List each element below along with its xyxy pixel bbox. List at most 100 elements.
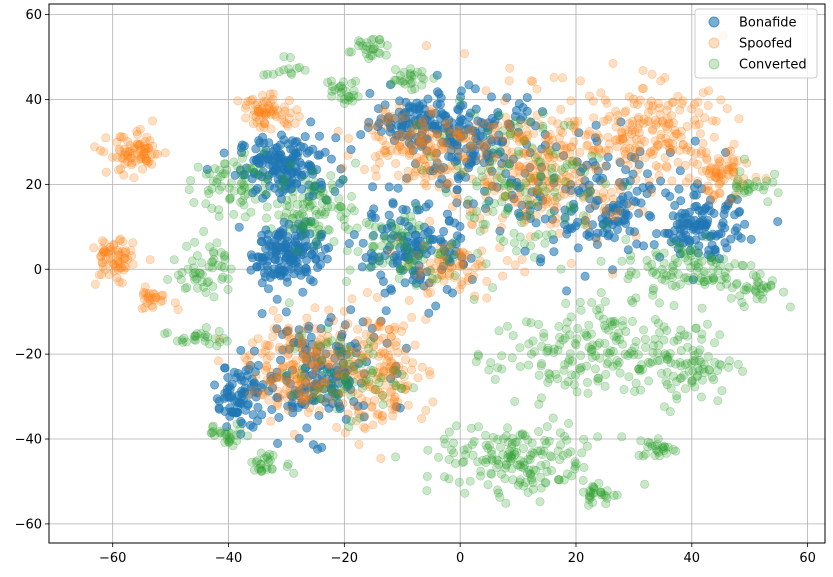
point-spoofed — [359, 164, 369, 174]
point-bonafide — [412, 133, 422, 143]
point-converted — [627, 316, 637, 326]
point-converted — [425, 152, 435, 162]
point-converted — [482, 186, 492, 196]
point-converted — [453, 161, 463, 171]
point-converted — [478, 455, 488, 465]
point-converted — [591, 351, 601, 361]
point-spoofed — [686, 146, 696, 156]
point-spoofed — [140, 137, 150, 147]
point-converted — [422, 471, 432, 481]
point-bonafide — [726, 234, 736, 244]
point-converted — [308, 166, 318, 176]
point-spoofed — [133, 148, 143, 158]
point-spoofed — [631, 231, 641, 241]
point-spoofed — [120, 261, 130, 271]
point-spoofed — [377, 411, 387, 421]
point-bonafide — [455, 221, 465, 231]
x-tick-label: 60 — [799, 551, 816, 566]
point-converted — [433, 452, 443, 462]
point-converted — [602, 348, 612, 358]
point-bonafide — [421, 122, 431, 132]
point-converted — [310, 219, 320, 229]
point-spoofed — [369, 333, 379, 343]
point-spoofed — [388, 404, 398, 414]
point-spoofed — [118, 237, 128, 247]
point-bonafide — [705, 195, 715, 205]
point-converted — [197, 277, 207, 287]
point-spoofed — [340, 428, 350, 438]
point-spoofed — [655, 103, 665, 113]
point-bonafide — [717, 221, 727, 231]
point-converted — [350, 158, 360, 168]
point-converted — [524, 465, 534, 475]
point-converted — [653, 348, 663, 358]
point-spoofed — [303, 378, 313, 388]
point-bonafide — [356, 130, 366, 140]
point-converted — [199, 226, 209, 236]
point-spoofed — [266, 110, 276, 120]
point-converted — [272, 199, 282, 209]
point-spoofed — [98, 262, 108, 272]
point-spoofed — [436, 139, 446, 149]
point-spoofed — [371, 322, 381, 332]
point-converted — [669, 301, 679, 311]
point-spoofed — [265, 351, 275, 361]
point-bonafide — [490, 116, 500, 126]
legend-label: Converted — [739, 58, 807, 73]
point-converted — [536, 157, 546, 167]
point-bonafide — [510, 111, 520, 121]
point-bonafide — [274, 158, 284, 168]
point-spoofed — [349, 359, 359, 369]
point-spoofed — [113, 255, 123, 265]
point-spoofed — [444, 178, 454, 188]
point-converted — [541, 187, 551, 197]
point-converted — [529, 347, 539, 357]
point-converted — [785, 302, 795, 312]
point-spoofed — [258, 390, 268, 400]
point-spoofed — [428, 109, 438, 119]
point-spoofed — [603, 132, 613, 142]
point-converted — [408, 383, 418, 393]
point-spoofed — [407, 312, 417, 322]
point-bonafide — [243, 399, 253, 409]
point-spoofed — [264, 395, 274, 405]
point-spoofed — [653, 163, 663, 173]
point-spoofed — [283, 349, 293, 359]
point-spoofed — [281, 384, 291, 394]
point-spoofed — [698, 138, 708, 148]
point-spoofed — [361, 353, 371, 363]
point-converted — [422, 486, 432, 496]
point-converted — [742, 282, 752, 292]
point-spoofed — [120, 253, 130, 263]
point-spoofed — [141, 148, 151, 158]
point-spoofed — [378, 366, 388, 376]
point-bonafide — [451, 239, 461, 249]
point-converted — [374, 378, 384, 388]
point-bonafide — [452, 198, 462, 208]
point-bonafide — [241, 365, 251, 375]
point-bonafide — [361, 253, 371, 263]
point-converted — [510, 116, 520, 126]
point-spoofed — [478, 142, 488, 152]
point-spoofed — [106, 257, 116, 267]
point-bonafide — [406, 140, 416, 150]
point-spoofed — [143, 158, 153, 168]
point-spoofed — [584, 127, 594, 137]
point-converted — [414, 221, 424, 231]
point-spoofed — [115, 234, 125, 244]
point-spoofed — [640, 136, 650, 146]
point-spoofed — [592, 236, 602, 246]
point-converted — [299, 229, 309, 239]
point-converted — [469, 436, 479, 446]
point-converted — [513, 146, 523, 156]
point-spoofed — [307, 351, 317, 361]
point-spoofed — [647, 125, 657, 135]
point-bonafide — [276, 355, 286, 365]
point-bonafide — [314, 410, 324, 420]
point-spoofed — [343, 150, 353, 160]
point-spoofed — [424, 366, 434, 376]
point-spoofed — [260, 109, 270, 119]
point-spoofed — [251, 371, 261, 381]
point-converted — [289, 389, 299, 399]
